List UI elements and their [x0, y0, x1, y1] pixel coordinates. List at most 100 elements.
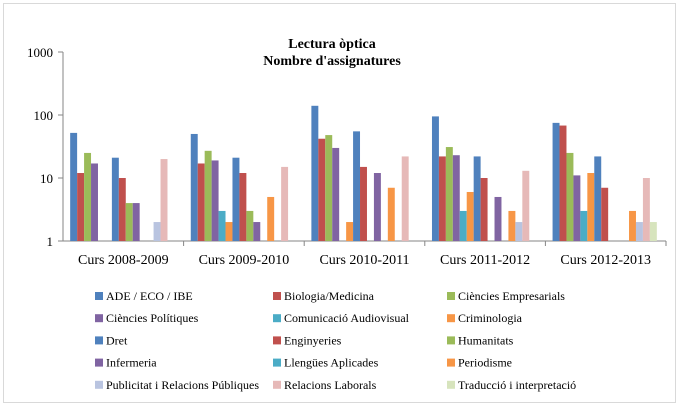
- x-tick-label: Curs 2008-2009: [78, 253, 169, 268]
- chart-subtitle: Nombre d'assignatures: [263, 54, 401, 69]
- bar: [153, 222, 161, 241]
- bar: [387, 187, 395, 241]
- legend-label: Enginyeries: [284, 333, 342, 347]
- legend-swatch: [95, 380, 103, 389]
- legend-label: Ciències Empresarials: [458, 289, 565, 303]
- bar: [211, 160, 219, 241]
- bar: [225, 222, 233, 241]
- bar: [332, 147, 340, 241]
- legend-swatch: [95, 314, 103, 323]
- bar: [601, 187, 609, 241]
- bar: [566, 152, 574, 241]
- bar: [594, 156, 602, 241]
- chart-frame: [3, 3, 676, 403]
- bar: [649, 222, 657, 241]
- bar: [559, 125, 567, 241]
- bar: [253, 222, 261, 241]
- bar: [232, 157, 240, 241]
- legend-label: Ciències Polítiques: [106, 311, 199, 325]
- legend-label: Criminologia: [458, 311, 523, 325]
- legend-swatch: [273, 358, 281, 367]
- bar: [580, 210, 588, 241]
- legend-swatch: [95, 358, 103, 367]
- bar: [373, 173, 381, 241]
- x-tick-label: Curs 2009-2010: [199, 253, 290, 268]
- bar: [111, 157, 119, 241]
- legend-swatch: [273, 292, 281, 300]
- bar: [431, 116, 439, 241]
- legend-label: Publicitat i Relacions Públiques: [106, 378, 259, 392]
- bar: [466, 191, 474, 241]
- bar: [360, 166, 367, 241]
- bar: [629, 210, 636, 241]
- bar: [452, 155, 460, 241]
- bar: [246, 210, 254, 241]
- bar: [311, 105, 319, 241]
- legend-swatch: [447, 314, 455, 323]
- legend-swatch: [447, 336, 455, 345]
- legend-label: Biologia/Medicina: [284, 289, 375, 303]
- bar: [473, 156, 481, 241]
- legend-swatch: [447, 292, 455, 300]
- legend-swatch: [273, 380, 281, 389]
- bar: [118, 178, 126, 241]
- bar: [573, 175, 581, 241]
- bar: [281, 166, 289, 241]
- legend-swatch: [273, 336, 281, 345]
- legend-label: Infermeria: [106, 356, 157, 370]
- y-tick-label: 1: [47, 234, 54, 249]
- bar: [239, 173, 247, 241]
- bar: [515, 222, 523, 241]
- bar: [552, 122, 560, 241]
- bar: [204, 150, 212, 241]
- bar: [401, 156, 409, 241]
- bar: [267, 196, 275, 241]
- legend-label: Relacions Laborals: [284, 378, 377, 392]
- bar: [459, 210, 467, 241]
- bar: [480, 178, 488, 241]
- legend-label: Comunicació Audiovisual: [284, 311, 410, 325]
- legend-label: Traducció i interpretació: [458, 378, 576, 392]
- bar: [522, 170, 530, 241]
- legend-label: Periodisme: [458, 356, 512, 370]
- bar: [218, 210, 226, 241]
- bar: [346, 222, 354, 241]
- bar: [325, 135, 333, 241]
- x-tick-label: Curs 2011-2012: [440, 253, 530, 268]
- legend-swatch: [447, 358, 455, 367]
- legend-swatch: [95, 336, 103, 345]
- bar: [353, 131, 361, 241]
- bar: [197, 163, 205, 241]
- x-tick-label: Curs 2012-2013: [560, 253, 651, 268]
- legend-label: ADE / ECO / IBE: [106, 289, 193, 303]
- x-tick-label: Curs 2010-2011: [319, 253, 409, 268]
- bar: [635, 222, 643, 241]
- bar: [190, 133, 198, 241]
- bar: [642, 178, 650, 241]
- legend-label: Humanitats: [458, 333, 514, 347]
- bar: [318, 138, 326, 241]
- legend-label: Llengües Aplicades: [284, 356, 379, 370]
- chart-title: Lectura òptica: [288, 37, 375, 52]
- bar: [160, 159, 168, 241]
- legend-swatch: [447, 380, 455, 389]
- bar: [84, 152, 92, 241]
- bar: [587, 173, 595, 241]
- legend-swatch: [273, 314, 281, 323]
- bar: [494, 196, 502, 241]
- y-tick-label: 1000: [27, 45, 53, 60]
- bar: [508, 210, 516, 241]
- legend-swatch: [95, 292, 103, 300]
- bar: [132, 203, 140, 241]
- bar: [445, 147, 453, 241]
- y-tick-label: 10: [40, 171, 53, 186]
- bar: [125, 203, 133, 241]
- bar: [91, 163, 98, 241]
- legend-label: Dret: [106, 333, 128, 347]
- bar: [70, 132, 78, 241]
- bar: [438, 156, 446, 241]
- bar: [77, 173, 85, 241]
- y-tick-label: 100: [34, 108, 54, 123]
